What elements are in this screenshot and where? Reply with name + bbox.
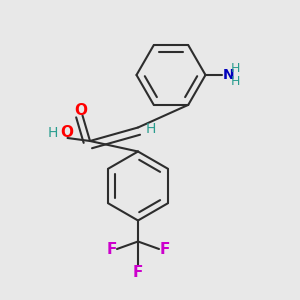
Text: H: H	[146, 122, 156, 136]
Text: F: F	[159, 242, 170, 256]
Text: H: H	[230, 75, 240, 88]
Text: H: H	[230, 62, 240, 75]
Text: F: F	[133, 265, 143, 280]
Text: O: O	[74, 103, 88, 118]
Text: N: N	[223, 68, 234, 82]
Text: O: O	[60, 125, 74, 140]
Text: H: H	[47, 127, 58, 140]
Text: F: F	[106, 242, 117, 256]
